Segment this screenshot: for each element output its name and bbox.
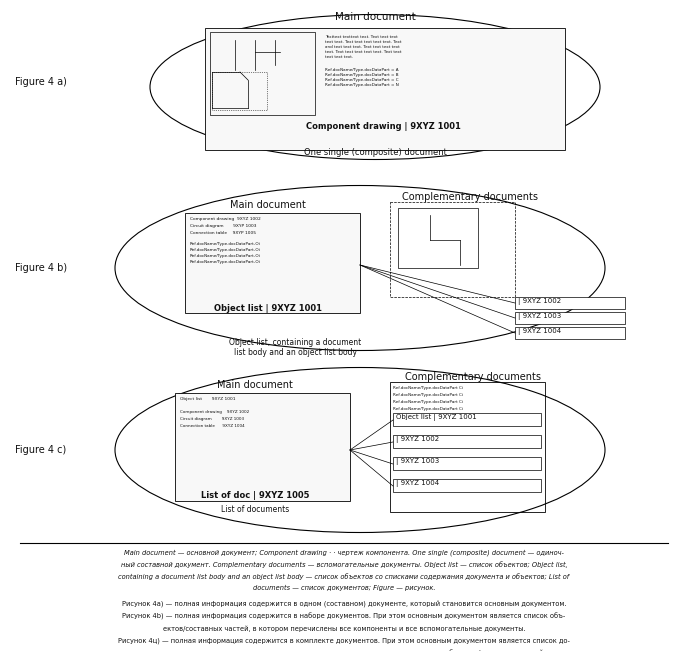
Bar: [398, 208, 478, 268]
Bar: [390, 382, 545, 512]
Bar: [185, 213, 360, 313]
Text: Ref.docName/Type.docDataPart-Oi: Ref.docName/Type.docDataPart-Oi: [190, 260, 261, 264]
Text: ектов/составных частей, в котором перечислены все компоненты и все вспомогательн: ектов/составных частей, в котором перечи…: [162, 625, 526, 631]
Bar: [393, 479, 541, 492]
Bar: [515, 297, 625, 309]
Text: Complementary documents: Complementary documents: [405, 372, 541, 382]
Text: Ref.docName/Type.docDataPart = B: Ref.docName/Type.docDataPart = B: [325, 73, 398, 77]
Text: documents — список документов; Figure — рисунок.: documents — список документов; Figure — …: [252, 585, 436, 591]
Text: Ref.docName/Type.docDataPart = C: Ref.docName/Type.docDataPart = C: [325, 78, 398, 82]
Bar: [515, 327, 625, 339]
Text: Circuit diagram       9XYP 1003: Circuit diagram 9XYP 1003: [190, 224, 257, 228]
Text: Main document: Main document: [230, 200, 306, 210]
Ellipse shape: [115, 186, 605, 350]
Text: кументов, в котором перечислены все дополнительные документы, включая список объ: кументов, в котором перечислены все допо…: [142, 649, 546, 651]
Text: containing a document list body and an object list body — список объектов со спи: containing a document list body and an o…: [118, 573, 570, 580]
Text: Ref.docName/Type.docDataPart Ci: Ref.docName/Type.docDataPart Ci: [393, 407, 463, 411]
Text: List of documents: List of documents: [221, 505, 289, 514]
Text: Object list       9XYZ 1001: Object list 9XYZ 1001: [180, 397, 235, 401]
Bar: [212, 72, 267, 110]
Text: Рисунок 4b) — полная информация содержится в наборе документов. При этом основны: Рисунок 4b) — полная информация содержит…: [122, 613, 566, 620]
Text: Рисунок 4a) — полная информация содержится в одном (составном) документе, которы: Рисунок 4a) — полная информация содержит…: [122, 601, 566, 608]
Bar: [393, 457, 541, 470]
Text: List of doc | 9XYZ 1005: List of doc | 9XYZ 1005: [201, 491, 309, 500]
Text: | 9XYZ 1002: | 9XYZ 1002: [518, 298, 561, 305]
Text: text. Text text text text text. Text text: text. Text text text text text. Text tex…: [325, 50, 402, 54]
Text: | 9XYZ 1002: | 9XYZ 1002: [396, 436, 439, 443]
Text: Connection table      9XYZ 1004: Connection table 9XYZ 1004: [180, 424, 245, 428]
Text: Object list, containing a document
list body and an object list body: Object list, containing a document list …: [229, 338, 361, 357]
Bar: [210, 32, 315, 115]
Text: Object list | 9XYZ 1001: Object list | 9XYZ 1001: [396, 414, 477, 421]
Text: Figure 4 a): Figure 4 a): [15, 77, 67, 87]
Text: Ref.docName/Type.docDataPart Ci: Ref.docName/Type.docDataPart Ci: [393, 400, 463, 404]
Text: Ref.docName/Type.docDataPart = N: Ref.docName/Type.docDataPart = N: [325, 83, 399, 87]
Text: and text text text. Text text text text: and text text text. Text text text text: [325, 45, 400, 49]
Bar: [515, 312, 625, 324]
Text: ный составной документ. Complementary documents — вспомогательные документы. Obj: ный составной документ. Complementary do…: [120, 561, 568, 568]
Text: Object list | 9XYZ 1001: Object list | 9XYZ 1001: [214, 304, 322, 313]
Text: Component drawing    9XYZ 1002: Component drawing 9XYZ 1002: [180, 410, 249, 414]
Text: Ref.docName/Type.docDataPart-Oi: Ref.docName/Type.docDataPart-Oi: [190, 254, 261, 258]
Text: Ref.docName/Type.docDataPart Ci: Ref.docName/Type.docDataPart Ci: [393, 393, 463, 397]
Text: | 9XYZ 1003: | 9XYZ 1003: [396, 458, 439, 465]
Bar: [175, 393, 350, 501]
Text: text text. Text text text text text. Text: text text. Text text text text text. Tex…: [325, 40, 402, 44]
Text: Main document: Main document: [334, 12, 416, 22]
Text: Component drawing | 9XYZ 1001: Component drawing | 9XYZ 1001: [305, 122, 460, 131]
Text: One single (composite) document: One single (composite) document: [303, 148, 447, 157]
Text: Component drawing  9XYZ 1002: Component drawing 9XYZ 1002: [190, 217, 261, 221]
Bar: [205, 28, 565, 150]
Text: Ref.docName/Type.docDataPart = A: Ref.docName/Type.docDataPart = A: [325, 68, 398, 72]
Text: text text text.: text text text.: [325, 55, 353, 59]
Text: | 9XYZ 1004: | 9XYZ 1004: [396, 480, 439, 487]
Ellipse shape: [150, 14, 600, 159]
Text: Main document: Main document: [217, 380, 293, 390]
Text: Рисунок 4ц) — полная информация содержится в комплекте документов. При этом осно: Рисунок 4ц) — полная информация содержит…: [118, 637, 570, 643]
Text: | 9XYZ 1003: | 9XYZ 1003: [518, 313, 561, 320]
Text: Connection table    9XYP 1005: Connection table 9XYP 1005: [190, 231, 256, 235]
Bar: [393, 435, 541, 448]
Text: | 9XYZ 1004: | 9XYZ 1004: [518, 328, 561, 335]
Text: Ref.docName/Type.docDataPart Ci: Ref.docName/Type.docDataPart Ci: [393, 386, 463, 390]
Text: Ref.docName/Type.docDataPart-Oi: Ref.docName/Type.docDataPart-Oi: [190, 248, 261, 252]
Ellipse shape: [115, 368, 605, 533]
Text: Texttext texttext text. Text text text: Texttext texttext text. Text text text: [325, 35, 398, 39]
Text: Complementary documents: Complementary documents: [402, 192, 538, 202]
Bar: [393, 413, 541, 426]
Bar: [390, 202, 515, 297]
Text: Ref.docName/Type.docDataPart-Oi: Ref.docName/Type.docDataPart-Oi: [190, 242, 261, 246]
Text: Figure 4 b): Figure 4 b): [15, 263, 67, 273]
Text: Circuit diagram        9XYZ 1003: Circuit diagram 9XYZ 1003: [180, 417, 244, 421]
Text: Figure 4 c): Figure 4 c): [15, 445, 66, 455]
Text: Main document — основной документ; Component drawing · · чертеж компонента. One : Main document — основной документ; Compo…: [124, 549, 564, 555]
